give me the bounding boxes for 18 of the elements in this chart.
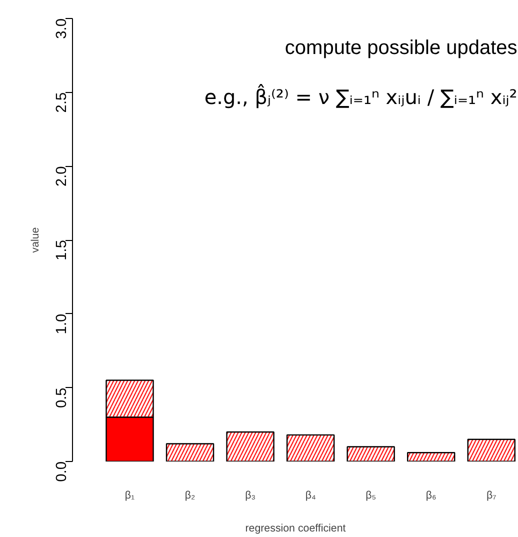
y-tick-label: 1.0 [54, 314, 70, 334]
x-tick-label: β₂ [184, 490, 196, 502]
y-axis-title: value [30, 227, 42, 253]
annotation: e.g., β̂ⱼ⁽²⁾ = ν ∑ᵢ₌₁ⁿ xᵢⱼuᵢ / ∑ᵢ₌₁ⁿ xᵢⱼ² [204, 84, 518, 109]
y-tick-label: 1.5 [54, 240, 70, 260]
y-tick-label: 2.5 [54, 92, 70, 113]
x-tick-label: β₅ [366, 490, 376, 502]
x-axis-title: regression coefficient [245, 522, 346, 534]
y-tick-label: 3.0 [54, 18, 70, 39]
y-tick-label: 0.0 [54, 462, 70, 482]
x-tick-label: β₆ [426, 490, 436, 502]
annotation: compute possible updates [284, 37, 518, 60]
x-tick-label: β₄ [305, 490, 316, 502]
y-tick-label: 0.5 [54, 388, 70, 408]
x-tick-label: β₇ [486, 490, 497, 502]
x-tick-label: β₁ [124, 490, 136, 502]
y-tick-label: 2.0 [54, 166, 70, 187]
x-tick-label: β₃ [245, 490, 256, 502]
